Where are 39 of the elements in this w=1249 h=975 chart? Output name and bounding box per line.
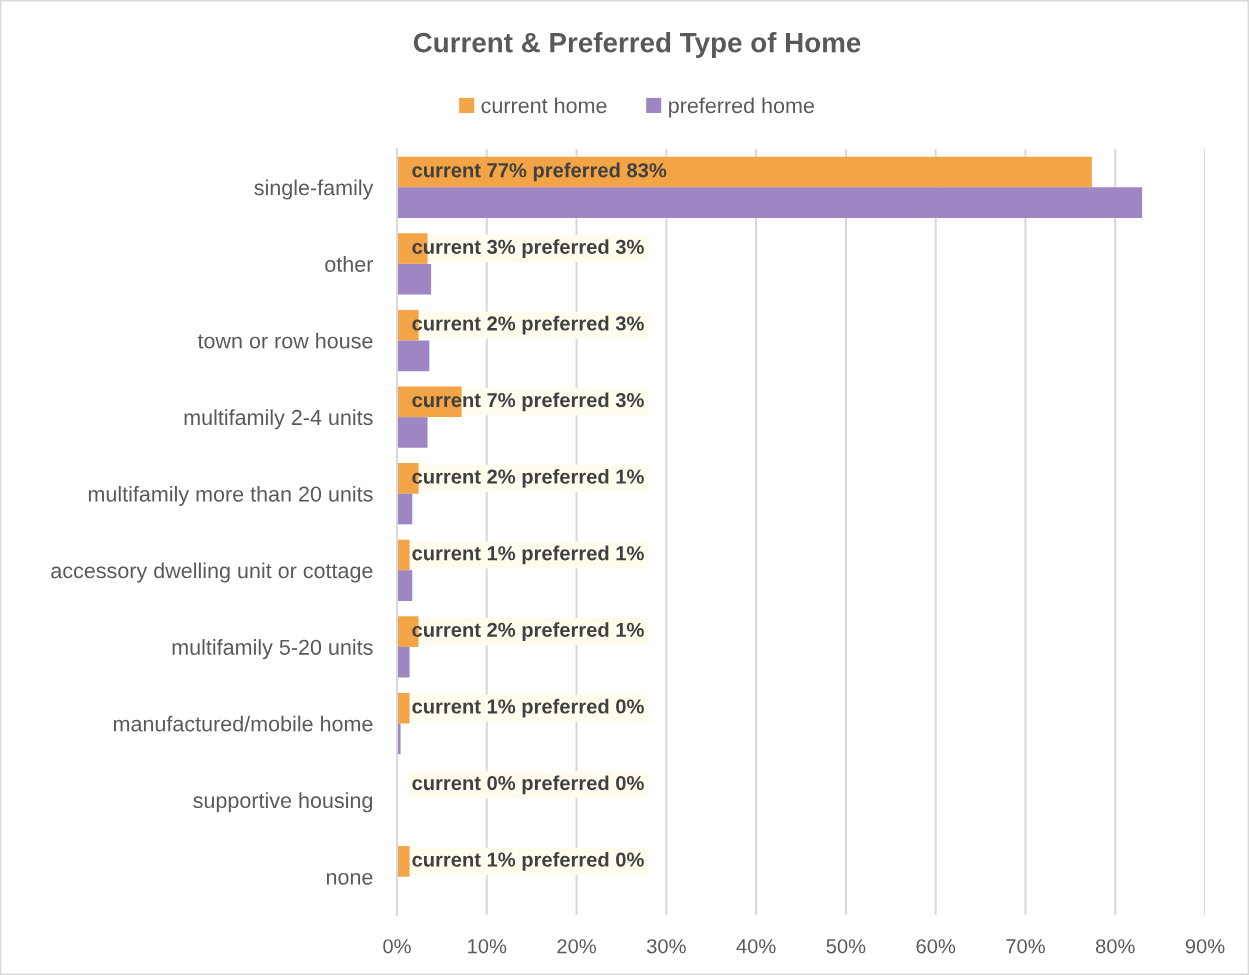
y-tick-label: manufactured/mobile home	[113, 715, 373, 732]
bar	[397, 846, 410, 877]
bar	[397, 156, 1092, 188]
bar	[397, 187, 1143, 218]
chart-title: Current & Preferred Type of Home	[413, 32, 861, 58]
bar	[397, 340, 430, 372]
y-tick-label: none	[326, 872, 373, 885]
x-tick-label: 90%	[1185, 939, 1225, 954]
data-label: current 1% preferred 1%	[412, 545, 644, 565]
y-tick-label: supportive housing	[193, 792, 373, 813]
y-tick-label: multifamily 5-20 units	[172, 639, 373, 660]
data-label: current 1% preferred 0%	[412, 851, 644, 871]
legend-label: current home	[481, 97, 607, 114]
y-tick-label: town or row house	[197, 332, 373, 349]
bar	[397, 263, 432, 295]
y-tick-label: single-family	[254, 179, 374, 200]
x-tick-label: 60%	[916, 939, 956, 954]
bar	[397, 493, 413, 525]
y-tick-label: multifamily more than 20 units	[88, 485, 373, 506]
bar	[397, 570, 413, 601]
data-label: current 1% preferred 0%	[412, 698, 644, 718]
data-label: current 77% preferred 83%	[412, 162, 667, 182]
y-tick-label: other	[325, 256, 374, 272]
x-tick-label: 20%	[557, 939, 596, 954]
bar	[397, 417, 428, 448]
x-tick-label: 50%	[826, 939, 866, 954]
x-tick-label: 10%	[468, 939, 507, 954]
y-tick-label: multifamily 2-4 units	[184, 409, 373, 430]
bar	[397, 692, 410, 724]
x-tick-label: 30%	[646, 939, 686, 954]
x-tick-label: 70%	[1006, 939, 1045, 954]
x-tick-label: 0%	[383, 939, 411, 954]
x-tick-label: 80%	[1095, 939, 1135, 954]
bar	[397, 646, 410, 678]
bar	[397, 539, 410, 571]
legend-label: preferred home	[669, 97, 814, 118]
x-tick-label: 40%	[736, 939, 776, 954]
y-tick-label: accessory dwelling unit or cottage	[51, 562, 373, 583]
data-label: current 0% preferred 0%	[412, 775, 644, 795]
